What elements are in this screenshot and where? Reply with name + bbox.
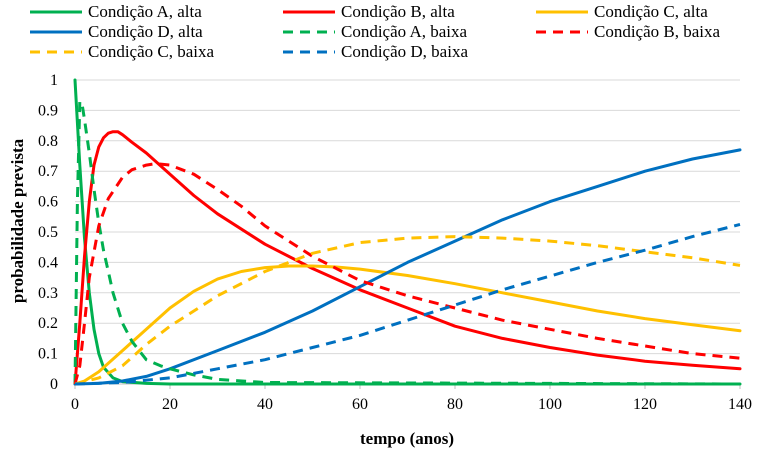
gridlines	[75, 79, 740, 355]
y-tick-label: 0.9	[38, 102, 58, 119]
series-line-1	[73, 78, 742, 386]
x-tick-label: 60	[352, 396, 368, 413]
legend: Condição A, alta Condição B, alta Condição…	[30, 2, 721, 61]
y-tick-label: 0.4	[38, 254, 58, 271]
tick-labels: 0 0.1 0.2 0.3 0.4 0.5 0.6 0.7 0.8 0.9 1 0 20 40 60 80 10…	[38, 72, 752, 413]
series-line-5	[73, 99, 741, 386]
series-line-7	[74, 235, 741, 386]
y-tick-label: 0.2	[38, 315, 58, 332]
y-tick-label: 0.7	[38, 163, 58, 180]
plot-area	[73, 78, 742, 386]
y-tick-label: 0.6	[38, 194, 58, 211]
x-tick-label: 40	[257, 396, 273, 413]
legend-label: Condição B, alta	[341, 2, 455, 21]
series-line-4	[73, 148, 742, 386]
legend-label: Condição A, alta	[88, 2, 202, 21]
y-tick-label: 0	[50, 376, 58, 393]
y-tick-label: 0.1	[38, 346, 58, 363]
x-tick-label: 120	[633, 396, 657, 413]
y-tick-label: 1	[50, 72, 58, 89]
x-tick-label: 80	[447, 396, 463, 413]
y-axis-label: probabilidade prevista	[8, 138, 27, 303]
legend-label: Condição B, baixa	[594, 22, 721, 41]
legend-label: Condição D, alta	[88, 22, 203, 41]
y-tick-label: 0.8	[38, 133, 58, 150]
y-tick-label: 0.3	[38, 285, 58, 302]
legend-label: Condição D, baixa	[341, 42, 468, 61]
x-tick-label: 100	[538, 396, 562, 413]
x-tick-label: 0	[71, 396, 79, 413]
series-line-8	[74, 222, 741, 386]
series-line-3	[73, 264, 742, 386]
legend-label: Condição C, alta	[594, 2, 708, 21]
x-tick-label: 20	[162, 396, 178, 413]
y-tick-label: 0.5	[38, 224, 58, 241]
x-tick-label: 140	[728, 396, 752, 413]
legend-label: Condição A, baixa	[341, 22, 468, 41]
x-axis-label: tempo (anos)	[360, 429, 454, 448]
legend-label: Condição C, baixa	[88, 42, 215, 61]
series-line-6	[73, 162, 741, 385]
series-line-2	[73, 130, 742, 386]
